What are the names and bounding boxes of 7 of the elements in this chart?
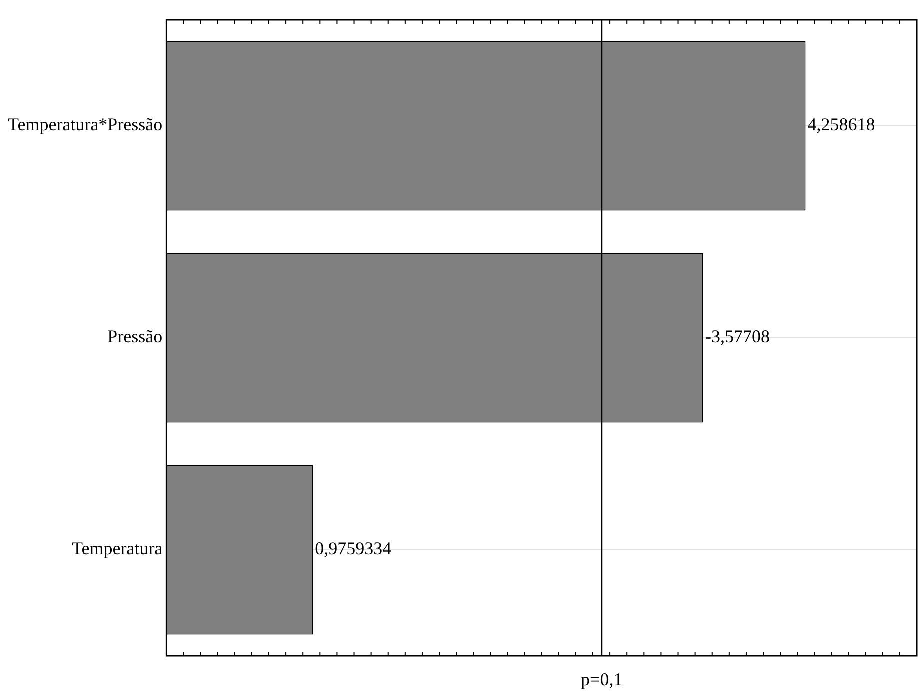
data-label: -3,57708 xyxy=(705,326,770,347)
y-tick-label: Temperatura*Pressão xyxy=(8,114,163,135)
y-tick-label: Temperatura xyxy=(72,538,163,559)
data-label: 4,258618 xyxy=(808,114,876,135)
y-tick-label: Pressão xyxy=(108,326,163,347)
data-label: 0,9759334 xyxy=(315,538,392,559)
text: p=0,1 xyxy=(581,670,623,690)
